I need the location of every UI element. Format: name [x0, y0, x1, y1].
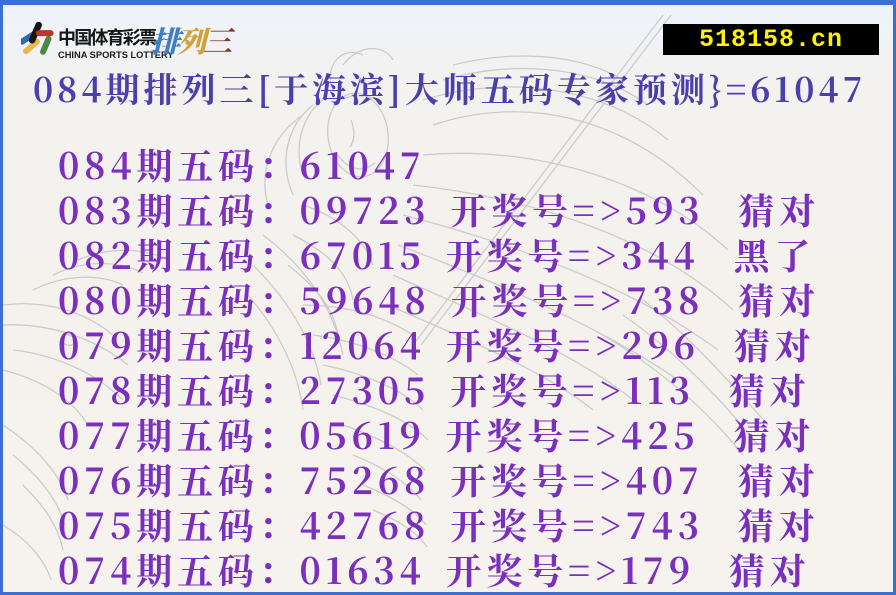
svg-text:中国体育彩票: 中国体育彩票	[58, 24, 157, 50]
